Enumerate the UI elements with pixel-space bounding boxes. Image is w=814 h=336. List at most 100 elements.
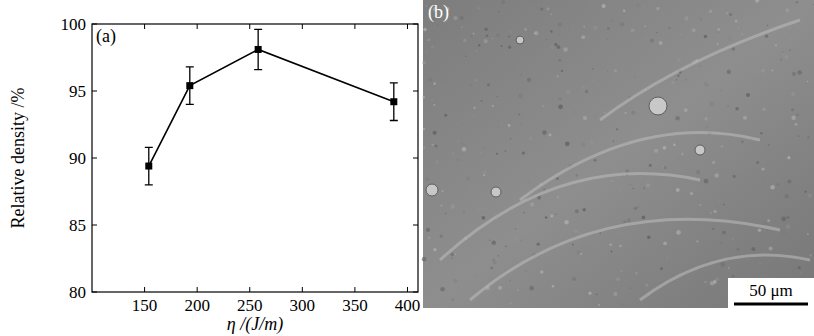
texture [784,194,789,199]
texture [759,262,761,264]
texture [508,35,510,37]
texture [775,44,778,47]
texture [699,204,701,206]
texture [529,137,532,140]
texture [761,69,765,73]
texture [763,222,767,226]
texture [492,259,494,261]
texture [557,45,561,49]
texture [481,100,483,102]
texture-track [640,255,810,300]
marker [145,163,152,170]
texture [663,242,667,246]
y-tick-label: 90 [69,149,86,168]
texture [721,145,724,148]
texture [782,51,784,53]
texture [585,90,588,93]
texture [515,228,517,230]
texture [741,33,743,35]
texture [453,279,458,284]
texture [645,283,648,286]
texture [592,68,593,69]
texture [647,235,650,238]
texture [565,141,570,146]
texture [509,302,512,305]
texture [451,298,454,301]
texture [770,185,775,190]
texture [558,34,561,37]
texture [787,156,790,159]
texture [677,74,680,77]
y-tick [92,24,97,25]
texture [681,152,684,155]
x-tick-top [144,24,145,29]
scale-bar [734,303,808,306]
texture [445,213,447,215]
texture [767,25,768,26]
texture [529,286,534,291]
x-tick [197,287,198,292]
texture [457,197,459,199]
texture [643,187,645,189]
y-tick-label: 95 [69,82,86,101]
texture [676,230,681,235]
texture [727,69,731,73]
texture [741,140,744,143]
texture [696,170,700,174]
texture [656,32,657,33]
texture [572,277,576,281]
texture [613,141,614,142]
x-tick-top [302,24,303,29]
texture [782,53,785,56]
texture [496,153,498,155]
texture [582,208,586,212]
texture [505,246,507,248]
texture-track [600,20,800,120]
texture [491,240,496,245]
texture [457,141,459,143]
texture [473,106,476,109]
texture [654,149,658,153]
texture [524,28,527,31]
error-bar [390,83,398,121]
texture [428,78,432,82]
texture [616,128,618,130]
texture [440,205,442,207]
texture [527,78,531,82]
texture [713,280,717,284]
texture [805,191,807,193]
x-tick-top [197,24,198,29]
texture [659,41,663,45]
texture [447,29,452,34]
y-tick [92,225,97,226]
texture [623,10,626,13]
texture [431,45,434,48]
marker [186,82,193,89]
texture [728,267,730,269]
texture [681,151,683,153]
texture [534,31,538,35]
texture [582,86,586,90]
texture [756,161,759,164]
texture-particle [426,184,438,196]
texture [524,269,528,273]
texture-particle [491,187,501,197]
texture [807,81,808,82]
texture [517,289,519,291]
texture [767,219,770,222]
texture [576,174,578,176]
texture [663,146,667,150]
texture [607,39,608,40]
y-tick-right [413,91,418,92]
y-tick [92,292,97,293]
texture [557,75,559,77]
texture [763,180,766,183]
error-bar [186,67,194,105]
texture [426,228,430,232]
error-bar [254,29,262,69]
texture [762,107,766,111]
texture [581,142,586,147]
texture [632,208,634,210]
panel-label: (b) [428,2,449,23]
texture [714,173,718,177]
